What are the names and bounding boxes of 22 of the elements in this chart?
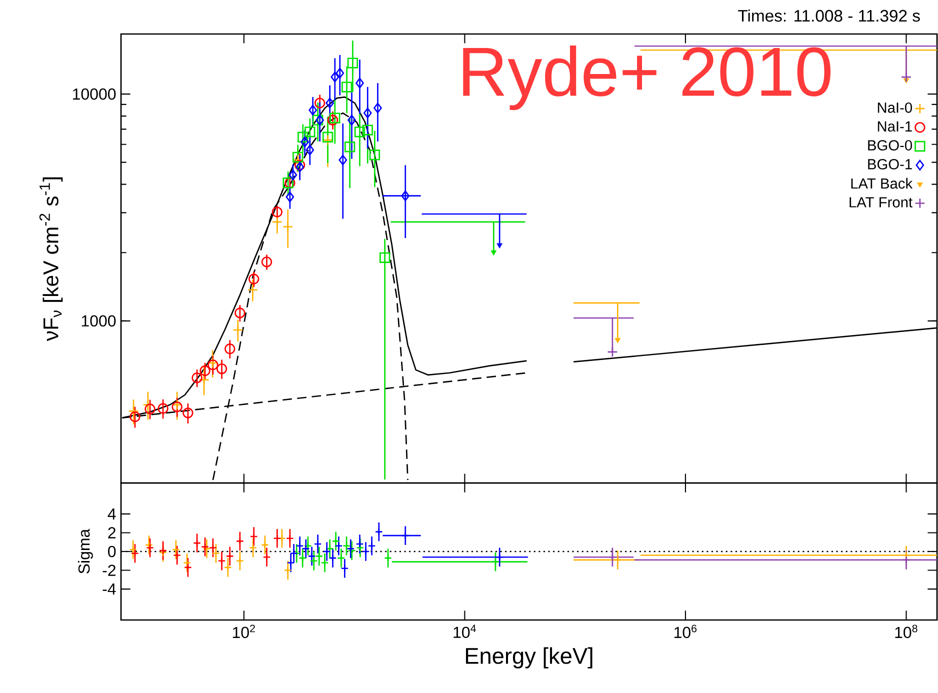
legend-label: BGO-0 [868, 140, 912, 150]
legend-label: LAT Back [851, 178, 913, 189]
chart-title: Times: 11.008 - 11.392 s [738, 9, 920, 22]
legend-label: NaI-1 [878, 121, 912, 132]
y-axis-title: νF$_{ν}$ [keV cm$^{-2}$ s$^{-1}$] [39, 177, 63, 342]
x-tick-label: 10$^{4}$ [454, 624, 476, 638]
y-tick-label: 0 [108, 546, 116, 558]
x-tick-label: 10$^{6}$ [674, 624, 697, 638]
legend-label: NaI-0 [878, 102, 912, 113]
x-tick-label: 10$^{2}$ [232, 624, 255, 638]
annotation: Ryde+ 2010 [463, 45, 830, 110]
y-tick-label: 1000 [82, 315, 116, 327]
y-tick-label: 10000 [73, 88, 116, 100]
y-axis-title: Sigma [78, 528, 93, 574]
x-axis-title: Energy [keV] [466, 647, 592, 668]
y-tick-label: 4 [108, 508, 116, 520]
legend-label: BGO-1 [868, 159, 912, 170]
y-tick-label: -2 [102, 564, 116, 576]
x-tick-label: 10$^{8}$ [895, 624, 918, 638]
y-tick-label: -4 [102, 584, 116, 595]
y-tick-label: 2 [108, 527, 116, 538]
legend-label: LAT Front [850, 197, 912, 208]
